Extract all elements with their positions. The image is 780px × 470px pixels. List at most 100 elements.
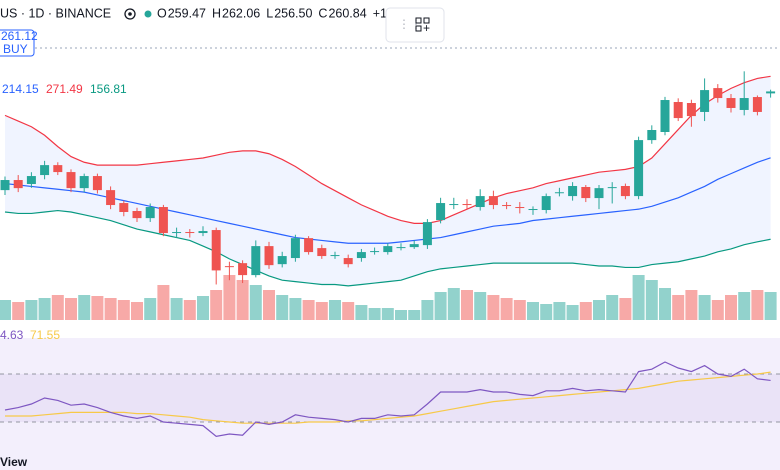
candle-body — [673, 102, 683, 119]
candle-body — [515, 207, 525, 209]
icon-b — [423, 17, 430, 24]
volume-bar — [289, 298, 302, 320]
ohlc-value: 260.84 — [328, 6, 366, 20]
volume-bar — [12, 302, 25, 320]
candle-body — [330, 255, 340, 257]
band-fill — [5, 76, 771, 286]
volume-bar — [236, 280, 249, 320]
volume-bar — [645, 280, 658, 320]
candle-body — [568, 185, 578, 197]
bb-basis: 214.15 — [2, 82, 39, 96]
volume-bar — [527, 302, 539, 320]
badge-price: 261.12 — [1, 29, 38, 43]
candle-body — [0, 180, 10, 191]
volume-bar — [263, 290, 275, 320]
volume-bar — [302, 300, 315, 320]
icon-plus: + — [423, 21, 430, 35]
volume-bar — [223, 275, 236, 320]
candle-body — [304, 238, 314, 253]
candle-body — [436, 203, 446, 221]
volume-bar — [659, 288, 671, 320]
volume-bar — [500, 298, 513, 320]
volume-bar — [25, 300, 38, 320]
candle-body — [541, 196, 551, 211]
badge-action: BUY — [3, 42, 28, 56]
volume-bar — [685, 290, 698, 320]
bb-upper: 271.49 — [46, 82, 83, 96]
volume-bar — [355, 305, 368, 320]
candle-body — [739, 98, 749, 110]
bb-lower: 156.81 — [90, 82, 127, 96]
candle-body — [726, 98, 736, 108]
ohlc-key: C — [318, 6, 327, 20]
candle-body — [383, 246, 393, 253]
ohlc-value: 262.06 — [222, 6, 260, 20]
volume-bar — [632, 275, 645, 320]
candle-body — [647, 130, 657, 141]
volume-bar — [78, 295, 91, 320]
candle-body — [79, 176, 89, 189]
ohlc-value: 259.47 — [168, 6, 206, 20]
candle-body — [488, 196, 498, 206]
volume-bar — [487, 295, 500, 320]
volume-bar — [104, 298, 117, 320]
volume-bar — [170, 298, 183, 320]
volume-bar — [368, 308, 381, 320]
candle-body — [40, 165, 50, 176]
candle-body — [660, 100, 670, 132]
volume-bar — [65, 298, 77, 320]
eye-icon[interactable] — [124, 8, 136, 20]
candle-body — [713, 88, 723, 99]
volume-bar — [698, 295, 711, 320]
candle-body — [634, 140, 644, 197]
candle-body — [119, 203, 129, 212]
toolbar[interactable] — [385, 7, 445, 43]
drag-handle: ⋮⋮ — [398, 17, 422, 31]
price-badge[interactable] — [0, 29, 35, 57]
volume-bar — [566, 305, 579, 320]
volume-bar — [408, 310, 421, 320]
volume-bar — [751, 290, 764, 320]
candle-body — [554, 192, 564, 194]
candle-body — [620, 185, 630, 197]
candle-body — [396, 247, 406, 249]
volume-bar — [711, 300, 724, 320]
candle-body — [13, 180, 23, 189]
candle-body — [106, 190, 116, 206]
candle-body — [343, 258, 353, 265]
watermark: View — [0, 455, 28, 469]
eye-dot — [128, 12, 132, 16]
ohlc-value: 256.50 — [274, 6, 312, 20]
candle-body — [264, 246, 274, 266]
candle-body — [686, 103, 696, 117]
volume-bar — [434, 292, 447, 320]
volume-bar — [540, 304, 553, 320]
rsi-line — [4, 361, 771, 438]
candle-body — [422, 222, 432, 246]
volume-bar — [183, 300, 196, 320]
candle-body — [581, 186, 591, 199]
icon-a[interactable] — [415, 17, 422, 24]
volume-bar — [579, 302, 592, 320]
candle-body — [224, 266, 234, 268]
candle-body — [290, 238, 300, 259]
candle-body — [356, 252, 366, 259]
volume-bar — [0, 300, 11, 320]
status-dot — [144, 10, 152, 18]
candle-body — [502, 205, 512, 207]
volume-bar — [461, 290, 473, 320]
candle-body — [607, 187, 617, 189]
volume-bar — [381, 308, 394, 320]
volume-bar — [91, 296, 104, 320]
icon-c — [415, 25, 422, 32]
volume-bar — [131, 302, 143, 320]
volume-bar — [51, 295, 64, 320]
ohlc-key: O — [157, 6, 167, 20]
volume-bar — [606, 295, 619, 320]
candle-body — [475, 196, 485, 208]
candle-body — [26, 176, 36, 185]
volume-bar — [157, 285, 170, 320]
volume-bar — [276, 295, 289, 320]
